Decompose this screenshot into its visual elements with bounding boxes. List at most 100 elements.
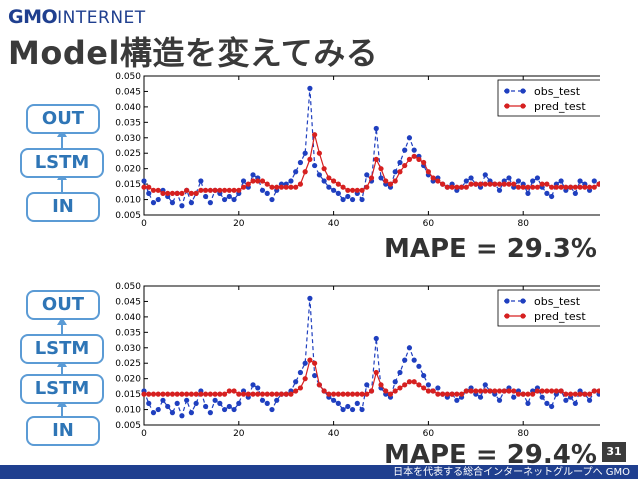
data-point-pred_test [558,184,564,190]
data-point-pred_test [435,391,441,397]
data-point-pred_test [326,175,332,181]
data-point-obs_test [264,400,270,406]
data-point-obs_test [307,85,313,91]
data-point-obs_test [577,178,583,184]
data-point-pred_test [549,388,555,394]
y-tick-label: 0.030 [115,344,141,354]
data-point-pred_test [397,385,403,391]
data-point-pred_test [430,388,436,394]
data-point-obs_test [203,403,209,410]
y-tick-label: 0.035 [115,328,141,338]
data-point-obs_test [146,190,152,196]
data-point-pred_test [155,187,161,193]
data-point-pred_test [236,391,242,397]
data-point-pred_test [496,181,503,187]
legend-marker [520,298,526,304]
data-point-obs_test [141,178,147,184]
data-point-pred_test [582,391,588,397]
data-point-pred_test [397,169,403,175]
data-point-pred_test [378,382,384,388]
data-point-obs_test [150,200,157,206]
legend-marker [504,103,510,109]
data-point-pred_test [544,388,550,394]
data-point-pred_test [203,391,209,397]
data-point-pred_test [226,388,232,394]
data-point-obs_test [288,178,294,184]
data-point-pred_test [283,184,289,190]
data-point-pred_test [307,156,313,162]
data-point-obs_test [221,196,228,203]
data-point-obs_test [321,178,327,184]
legend-label: pred_test [534,100,586,113]
data-point-obs_test [349,196,356,203]
data-point-pred_test [293,388,299,394]
data-point-pred_test [558,388,564,394]
data-point-pred_test [179,190,185,196]
footer-tagline: 日本を代表する総合インターネットグループへ GMO [393,467,630,478]
x-tick-label: 80 [517,219,529,229]
legend-marker [504,313,510,319]
data-point-pred_test [539,181,545,187]
data-point-obs_test [188,200,194,206]
data-point-obs_test [326,184,332,190]
data-point-pred_test [354,391,360,397]
data-point-obs_test [155,196,161,203]
data-point-pred_test [383,388,389,394]
data-point-pred_test [563,391,569,397]
data-point-obs_test [160,397,166,403]
data-point-obs_test [255,385,261,391]
y-tick-label: 0.005 [115,421,141,431]
data-point-pred_test [416,382,422,388]
data-point-obs_test [345,193,351,200]
y-tick-label: 0.020 [115,375,141,385]
data-point-pred_test [492,388,498,394]
data-point-pred_test [373,156,379,162]
data-point-pred_test [458,184,465,190]
legend-marker [520,88,526,94]
data-point-obs_test [421,372,427,379]
data-point-pred_test [221,187,228,193]
data-point-pred_test [525,184,531,190]
data-point-pred_test [198,391,204,397]
data-point-obs_test [312,372,318,379]
data-point-pred_test [534,184,541,190]
data-point-pred_test [184,187,190,193]
layer-out: OUT [26,290,100,320]
y-tick-label: 0.030 [115,134,141,144]
data-point-obs_test [259,397,266,403]
data-point-obs_test [207,200,213,206]
data-point-pred_test [586,391,593,397]
data-point-pred_test [568,184,574,190]
data-point-pred_test [169,190,176,196]
data-point-pred_test [435,178,441,184]
data-point-obs_test [364,382,370,388]
data-point-pred_test [368,388,375,394]
data-point-pred_test [378,166,384,172]
data-point-pred_test [449,391,455,397]
y-tick-label: 0.050 [115,72,141,82]
data-point-obs_test [312,162,318,169]
y-tick-label: 0.045 [115,87,141,97]
data-point-pred_test [259,178,266,184]
data-point-pred_test [444,391,450,397]
data-point-pred_test [331,391,337,397]
data-point-pred_test [501,181,507,187]
y-tick-label: 0.025 [115,359,141,369]
data-point-obs_test [240,178,247,184]
data-point-obs_test [411,147,417,153]
data-point-obs_test [544,400,550,406]
data-point-pred_test [515,184,522,190]
page-number: 31 [602,442,626,462]
data-point-pred_test [477,388,484,394]
data-point-pred_test [454,184,460,190]
data-point-obs_test [496,187,503,193]
data-point-pred_test [165,391,171,397]
data-point-obs_test [392,169,398,175]
data-point-pred_test [231,388,237,394]
data-point-pred_test [221,391,228,397]
data-point-obs_test [274,397,280,403]
data-point-pred_test [312,132,318,138]
y-tick-label: 0.005 [115,211,141,221]
data-point-pred_test [179,391,185,397]
data-point-pred_test [591,184,597,190]
